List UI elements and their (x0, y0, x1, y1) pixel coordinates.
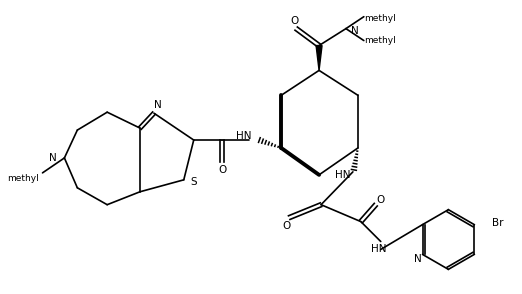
Text: N: N (414, 254, 421, 264)
Text: HN: HN (371, 245, 386, 255)
Text: O: O (376, 195, 385, 205)
Text: methyl: methyl (7, 174, 39, 183)
Text: methyl: methyl (364, 36, 396, 45)
Text: HN: HN (236, 131, 252, 141)
Text: S: S (191, 177, 197, 187)
Polygon shape (316, 46, 322, 70)
Text: N: N (49, 153, 56, 163)
Text: methyl: methyl (364, 14, 396, 23)
Text: Br: Br (492, 218, 504, 228)
Text: HN: HN (336, 170, 351, 180)
Text: N: N (154, 100, 162, 110)
Text: N: N (351, 26, 359, 36)
Text: O: O (290, 16, 298, 26)
Text: O: O (218, 165, 227, 175)
Text: O: O (282, 220, 290, 230)
